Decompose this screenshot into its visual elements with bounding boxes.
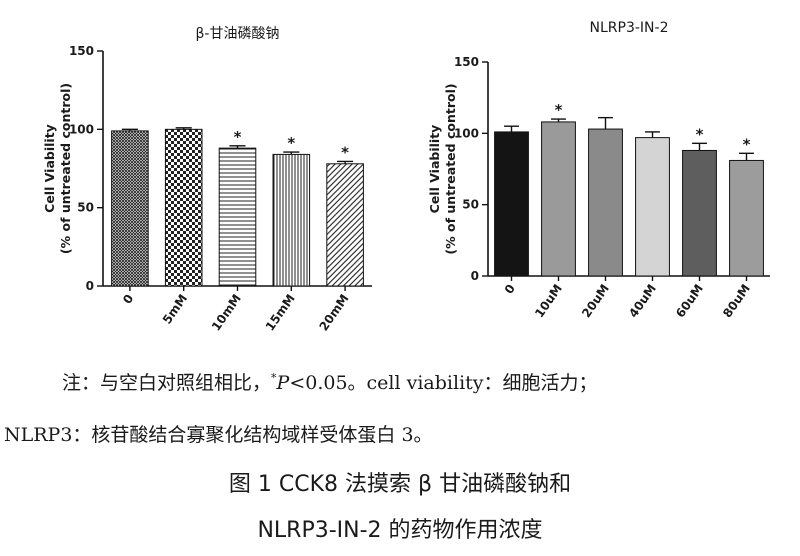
y-axis-label: Cell Viability: [427, 125, 442, 214]
figure-caption-line-1: 图 1 CCK8 法摸索 β 甘油磷酸钠和: [228, 472, 572, 497]
significance-marker: *: [287, 134, 295, 152]
bar: [494, 131, 529, 277]
significance-marker: *: [234, 128, 242, 146]
bar: [164, 128, 203, 287]
y-tick-label: 50: [77, 201, 94, 215]
bar: [272, 153, 311, 287]
bar: [218, 147, 257, 287]
y-axis-label-units: (% of untreated control): [443, 83, 458, 254]
y-tick-label: 0: [86, 279, 94, 293]
y-tick-label: 150: [69, 44, 94, 58]
bar: [635, 137, 670, 277]
x-tick-label: 60uM: [673, 282, 706, 320]
significance-marker: *: [555, 101, 563, 119]
y-axis-label: Cell Viability: [42, 124, 57, 213]
significance-marker: *: [696, 125, 704, 143]
bar: [588, 128, 623, 277]
bar: [326, 163, 364, 287]
note-line-2: NLRP3：核苷酸结合寡聚化结构域样受体蛋白 3。: [4, 424, 433, 446]
x-tick-label: 0: [502, 282, 518, 297]
x-tick-label: 10uM: [532, 282, 565, 320]
chart-title: NLRP3-IN-2: [590, 20, 669, 36]
x-tick-label: 10mM: [209, 292, 244, 334]
y-tick-label: 0: [471, 269, 479, 283]
note-line-1: 注：与空白对照组相比，*P<0.05。cell viability：细胞活力；: [62, 368, 598, 395]
significance-marker: *: [743, 135, 751, 153]
x-tick-label: 0: [120, 292, 136, 307]
note-suffix: <0.05。cell viability：细胞活力；: [289, 372, 598, 394]
bar: [541, 121, 576, 277]
bar: [682, 149, 717, 277]
x-tick-label: 80uM: [720, 282, 753, 320]
chart-right: NLRP3-IN-2 Cell Viability (% of untreated …: [427, 20, 770, 320]
note-significance-marker: *: [271, 371, 277, 385]
y-tick-label: 100: [69, 122, 94, 136]
x-tick-label: 20uM: [579, 282, 612, 320]
note-p-symbol: P: [276, 372, 290, 394]
x-tick-label: 5mM: [160, 292, 190, 327]
note-prefix: 注：与空白对照组相比，: [62, 372, 272, 394]
x-tick-label: 40uM: [626, 282, 659, 320]
significance-marker: *: [341, 143, 349, 161]
x-tick-label: 20mM: [316, 292, 351, 334]
y-tick-label: 50: [462, 198, 479, 212]
y-tick-label: 100: [454, 126, 479, 140]
y-axis-label-units: (% of untreated control): [58, 83, 73, 254]
bar: [729, 159, 764, 277]
x-tick-label: 15mM: [263, 292, 298, 334]
figure-caption-line-2: NLRP3-IN-2 的药物作用浓度: [257, 518, 543, 543]
chart-left: β-甘油磷酸钠 Cell Viability (% of untreated con…: [42, 26, 372, 333]
bar: [111, 130, 149, 287]
y-tick-label: 150: [454, 55, 479, 69]
chart-title: β-甘油磷酸钠: [196, 26, 280, 42]
